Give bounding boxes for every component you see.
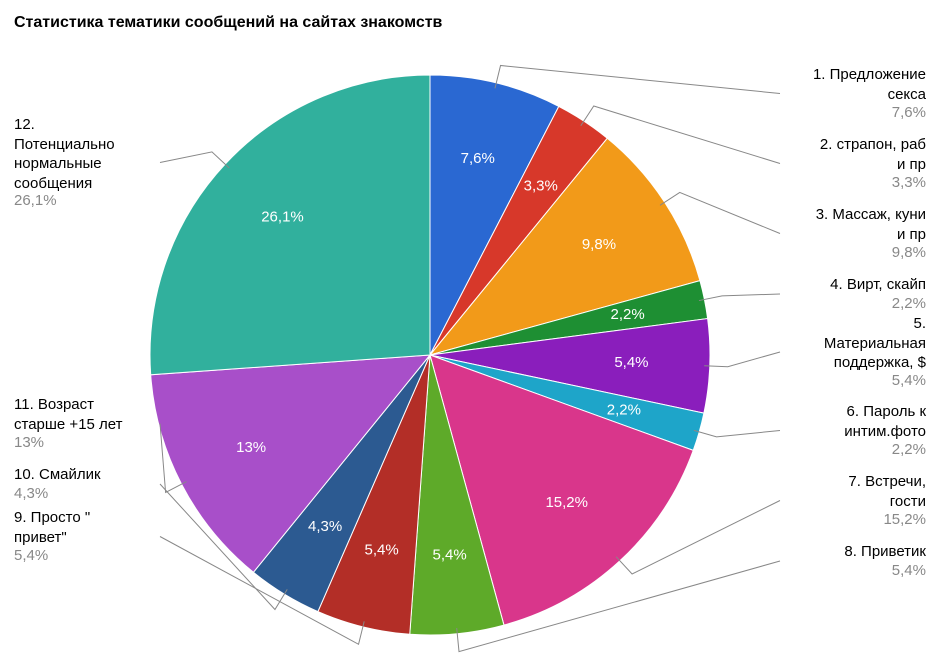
legend-pct: 2,2%: [892, 440, 926, 460]
leader-line: [495, 65, 780, 93]
legend-label: 12.Потенциальнонормальныесообщения: [14, 115, 154, 193]
legend-pct: 5,4%: [14, 546, 48, 566]
slice-pct-label: 3,3%: [524, 178, 558, 195]
legend-label: 11. Возрастстарше +15 лет: [14, 395, 154, 434]
legend-label: 10. Смайлик: [14, 465, 154, 485]
slice-pct-label: 5,4%: [614, 354, 648, 371]
slice-pct-label: 7,6%: [461, 150, 495, 167]
legend-pct: 13%: [14, 433, 44, 453]
leader-line: [699, 294, 780, 301]
slice-pct-label: 15,2%: [545, 494, 588, 511]
leader-line: [160, 152, 229, 168]
legend-pct: 15,2%: [883, 510, 926, 530]
legend-label: 3. Массаж, кунии пр: [786, 205, 926, 244]
legend-pct: 3,3%: [892, 173, 926, 193]
slice-pct-label: 4,3%: [308, 518, 342, 535]
slice-pct-label: 2,2%: [610, 306, 644, 323]
slice-pct-label: 26,1%: [261, 209, 304, 226]
legend-label: 1. Предложениесекса: [786, 65, 926, 104]
leader-line: [694, 430, 780, 436]
legend-label: 4. Вирт, скайп: [786, 275, 926, 295]
legend-pct: 2,2%: [892, 294, 926, 314]
legend-pct: 5,4%: [892, 371, 926, 391]
legend-label: 7. Встречи,гости: [786, 472, 926, 511]
slice-pct-label: 2,2%: [607, 401, 641, 418]
legend-label: 5.Материальнаяподдержка, $: [786, 314, 926, 373]
legend-pct: 26,1%: [14, 191, 57, 211]
slice-pct-label: 9,8%: [582, 236, 616, 253]
legend-label: 6. Пароль кинтим.фото: [786, 402, 926, 441]
legend-pct: 4,3%: [14, 484, 48, 504]
slice-pct-label: 13%: [236, 439, 266, 456]
legend-label: 9. Просто "привет": [14, 508, 154, 547]
legend-pct: 7,6%: [892, 103, 926, 123]
legend-pct: 9,8%: [892, 243, 926, 263]
leader-line: [704, 352, 780, 367]
slice-pct-label: 5,4%: [433, 547, 467, 564]
legend-pct: 5,4%: [892, 561, 926, 581]
slice-pct-label: 5,4%: [365, 542, 399, 559]
legend-label: 2. страпон, раби пр: [786, 135, 926, 174]
legend-label: 8. Приветик: [786, 542, 926, 562]
